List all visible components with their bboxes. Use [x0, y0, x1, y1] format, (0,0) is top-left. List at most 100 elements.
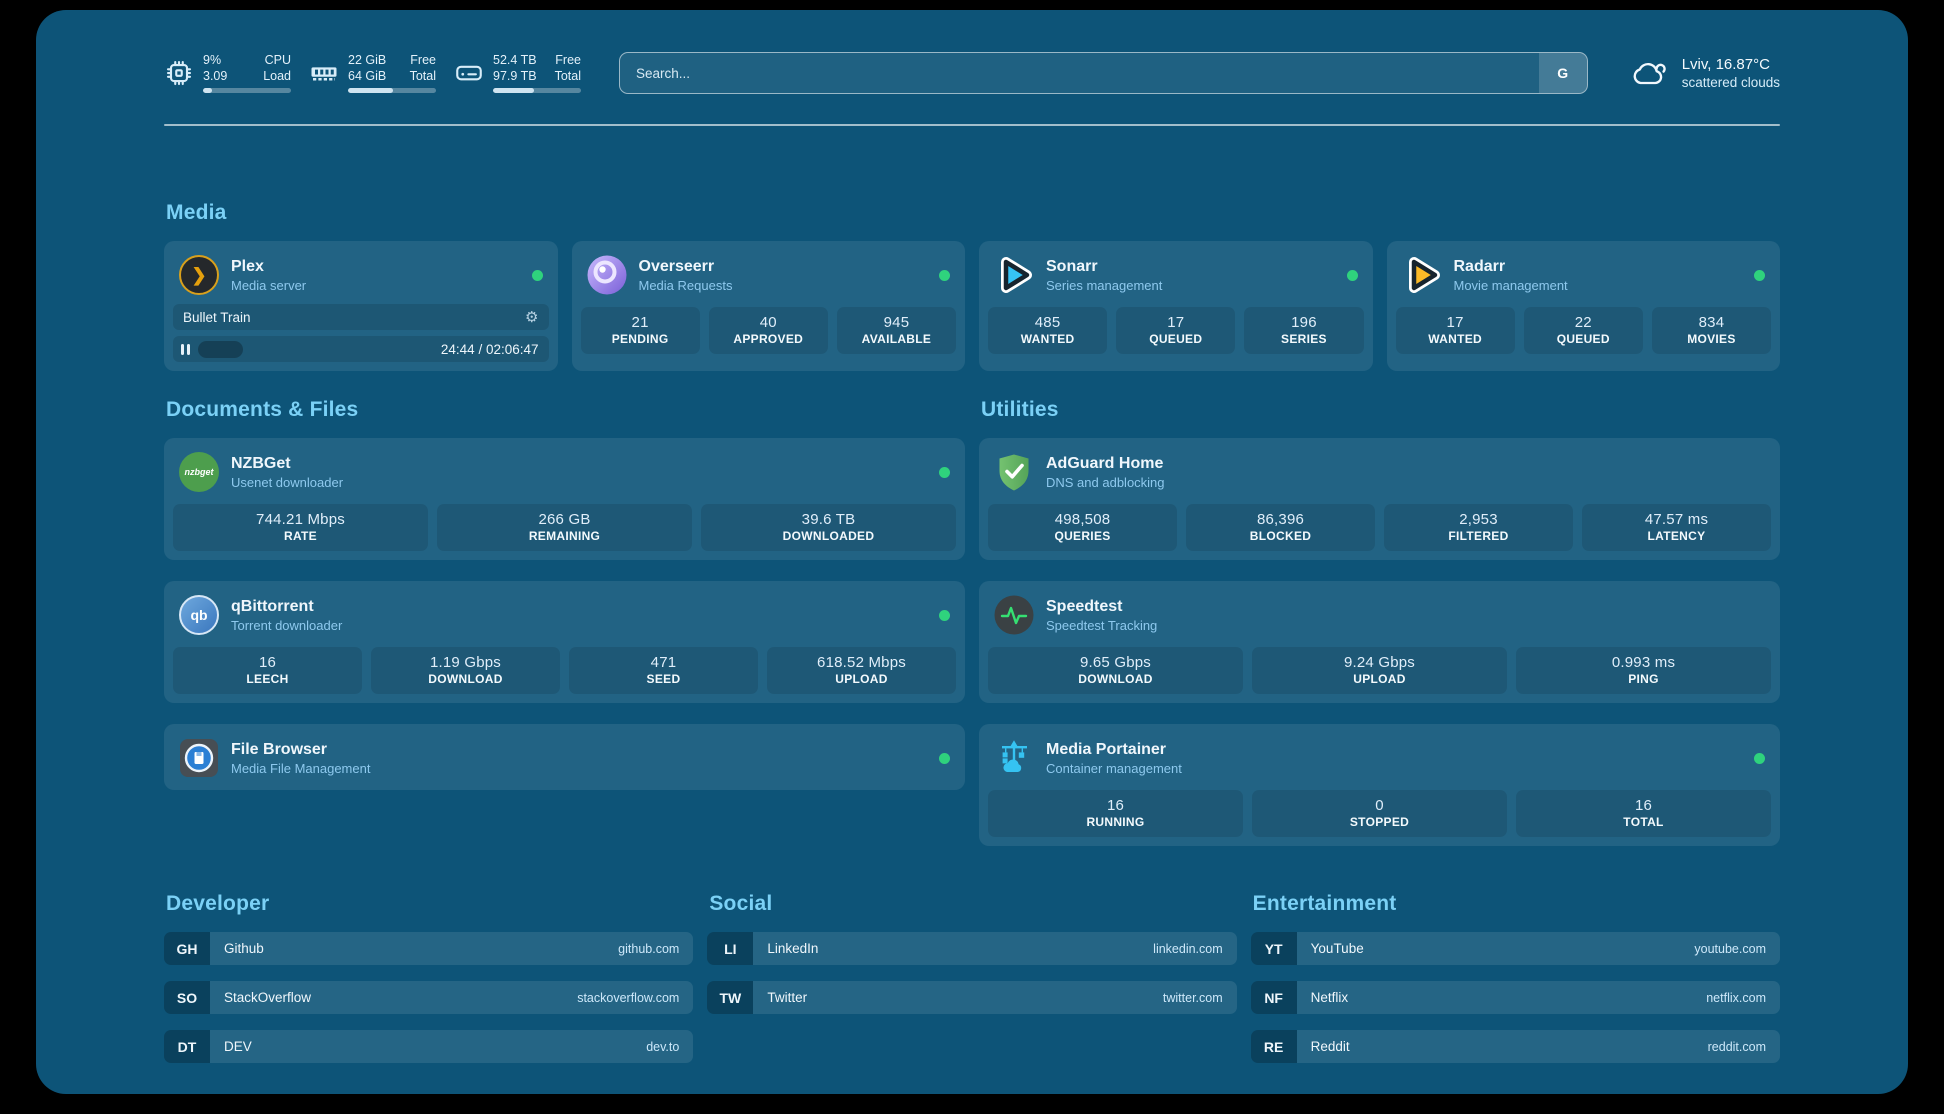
stat-label: REMAINING	[528, 529, 601, 543]
stat-box: 16 RUNNING	[988, 790, 1243, 837]
stat-box: 498,508 QUERIES	[988, 504, 1177, 551]
bookmark-dev[interactable]: DT DEV dev.to	[164, 1030, 694, 1063]
stat-box: 744.21 Mbps RATE	[173, 504, 428, 551]
service-subtitle: Series management	[1046, 277, 1163, 293]
memory-total-value: 64 GiB	[348, 69, 387, 83]
search-input[interactable]	[620, 53, 1539, 93]
bookmark-linkedin[interactable]: LI LinkedIn linkedin.com	[707, 932, 1237, 965]
stat-value: 39.6 TB	[801, 511, 856, 528]
service-subtitle: Speedtest Tracking	[1046, 617, 1158, 633]
stat-value: 40	[759, 314, 777, 331]
bookmark-netflix[interactable]: NF Netflix netflix.com	[1250, 981, 1780, 1014]
stat-value: 471	[650, 654, 677, 671]
bookmark-abbr: SO	[164, 981, 210, 1014]
service-subtitle: Torrent downloader	[231, 617, 343, 633]
service-card-filebrowser[interactable]: File Browser Media File Management	[164, 724, 965, 790]
stat-label: APPROVED	[733, 332, 804, 346]
overseerr-icon	[587, 255, 627, 295]
stat-value: 196	[1291, 314, 1317, 331]
service-title: Radarr	[1453, 257, 1506, 275]
bookmark-url: dev.to	[646, 1039, 680, 1054]
service-card-portainer[interactable]: Media Portainer Container management 16 …	[979, 724, 1780, 846]
service-card-overseerr[interactable]: Overseerr Media Requests 21 PENDING 40 A…	[571, 241, 965, 371]
memory-icon	[309, 58, 339, 88]
bookmark-abbr: GH	[164, 932, 210, 965]
stat-label: DOWNLOAD	[428, 672, 503, 686]
stat-box: 0 STOPPED	[1252, 790, 1507, 837]
disk-total-value: 97.9 TB	[493, 69, 537, 83]
bookmark-url: stackoverflow.com	[577, 990, 680, 1005]
stat-label: RATE	[284, 529, 317, 543]
search-bar: G	[619, 52, 1588, 94]
status-dot	[1754, 752, 1765, 764]
stat-box: 834 MOVIES	[1651, 307, 1772, 354]
stat-label: WANTED	[1020, 332, 1075, 346]
cpu-usage-value: 9%	[203, 52, 222, 67]
bookmark-twitter[interactable]: TW Twitter twitter.com	[707, 981, 1237, 1014]
memory-stat: 22 GiB 64 GiB Free Total	[309, 53, 436, 94]
bookmark-reddit[interactable]: RE Reddit reddit.com	[1250, 1030, 1780, 1063]
disk-total-label: Total	[554, 69, 581, 83]
service-card-sonarr[interactable]: Sonarr Series management 485 WANTED 17 Q…	[979, 241, 1373, 371]
stat-label: DOWNLOAD	[1078, 672, 1153, 686]
service-card-adguard[interactable]: AdGuard Home DNS and adblocking 498,508 …	[979, 438, 1780, 560]
bookmark-name: Github	[224, 941, 264, 956]
stat-label: QUEUED	[1556, 332, 1610, 346]
stat-value: 618.52 Mbps	[817, 654, 906, 671]
stat-box: 39.6 TB DOWNLOADED	[701, 504, 956, 551]
now-playing-title: Bullet Train	[183, 309, 251, 325]
bookmark-abbr: LI	[707, 932, 754, 965]
section-title-documents: Documents & Files	[166, 398, 359, 421]
service-card-qbittorrent[interactable]: qb qBittorrent Torrent downloader 16 LEE…	[164, 581, 965, 703]
bookmark-group-developer: Developer GH Github github.com SO StackO…	[164, 891, 694, 1063]
weather-location-temp: Lviv, 16.87°C	[1681, 56, 1770, 73]
now-playing-row: Bullet Train ⚙	[173, 304, 549, 330]
service-title: Media Portainer	[1046, 740, 1167, 758]
stat-value: 485	[1034, 314, 1061, 331]
search-provider-button[interactable]: G	[1538, 53, 1587, 93]
stat-label: RUNNING	[1086, 815, 1145, 829]
service-card-radarr[interactable]: Radarr Movie management 17 WANTED 22 QUE…	[1386, 241, 1780, 371]
stat-label: STOPPED	[1349, 815, 1410, 829]
stat-value: 86,396	[1256, 511, 1305, 528]
disk-stat: 52.4 TB 97.9 TB Free Total	[454, 53, 581, 94]
stat-value: 0.993 ms	[1611, 654, 1676, 671]
stat-box: 40 APPROVED	[708, 307, 828, 354]
service-subtitle: Usenet downloader	[231, 474, 344, 490]
stat-value: 17	[1167, 314, 1185, 331]
stat-label: UPLOAD	[1353, 672, 1406, 686]
nzbget-icon: nzbget	[179, 452, 219, 492]
filebrowser-icon	[179, 738, 219, 778]
stat-label: UPLOAD	[835, 672, 888, 686]
stat-value: 9.24 Gbps	[1343, 654, 1415, 671]
memory-total-label: Total	[409, 69, 436, 83]
pause-icon[interactable]	[181, 343, 190, 355]
service-card-nzbget[interactable]: nzbget NZBGet Usenet downloader 744.21 M…	[164, 438, 965, 560]
stat-value: 266 GB	[538, 511, 591, 528]
status-dot	[1346, 269, 1358, 281]
adguard-icon	[994, 452, 1034, 492]
disk-free-label: Free	[555, 52, 581, 67]
bookmark-youtube[interactable]: YT YouTube youtube.com	[1250, 932, 1780, 965]
bookmark-stackoverflow[interactable]: SO StackOverflow stackoverflow.com	[164, 981, 694, 1014]
stat-label: FILTERED	[1448, 529, 1509, 543]
stat-label: PING	[1628, 672, 1659, 686]
bookmark-name: YouTube	[1310, 941, 1364, 956]
stat-value: 945	[883, 314, 910, 331]
bookmark-abbr: NF	[1250, 981, 1297, 1014]
stat-box: 1.19 Gbps DOWNLOAD	[371, 647, 560, 694]
bookmark-github[interactable]: GH Github github.com	[164, 932, 694, 965]
gear-icon[interactable]: ⚙	[525, 308, 539, 326]
stat-label: LEECH	[246, 672, 289, 686]
service-card-speedtest[interactable]: Speedtest Speedtest Tracking 9.65 Gbps D…	[979, 581, 1780, 703]
service-card-plex[interactable]: ❯ Plex Media server Bullet Train ⚙	[164, 241, 558, 371]
stat-value: 16	[1634, 797, 1653, 814]
bookmark-name: Reddit	[1310, 1039, 1350, 1054]
sonarr-icon	[994, 255, 1034, 295]
speedtest-icon	[994, 595, 1034, 635]
stat-label: QUEUED	[1149, 332, 1203, 346]
stat-label: WANTED	[1428, 332, 1482, 346]
section-bookmarks: Developer GH Github github.com SO StackO…	[164, 891, 1780, 1063]
bookmark-name: Twitter	[767, 990, 808, 1005]
stat-value: 498,508	[1054, 511, 1111, 528]
